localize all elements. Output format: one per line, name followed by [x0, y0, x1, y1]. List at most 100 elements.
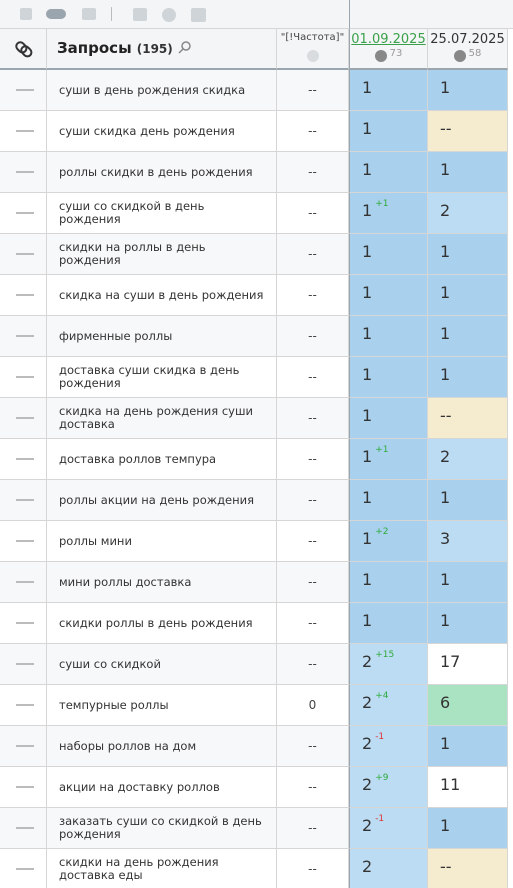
position-cell[interactable]: 1 — [428, 357, 508, 398]
position: 1 — [440, 570, 451, 589]
link-icon[interactable] — [0, 29, 47, 68]
row-handle[interactable] — [0, 398, 47, 439]
row-handle[interactable] — [0, 357, 47, 398]
position: 1 — [440, 324, 451, 343]
position-cell[interactable]: 1 — [428, 603, 508, 644]
position-cell[interactable]: 1 — [349, 562, 428, 603]
date[interactable]: 01.09.2025 — [351, 32, 426, 47]
query-header[interactable]: Запросы (195) — [47, 29, 277, 70]
position-cell[interactable]: 1 +2 — [349, 521, 428, 562]
position-cell[interactable]: 1 — [349, 480, 428, 521]
table-icon[interactable] — [133, 8, 147, 21]
query: доставка роллов темпура — [47, 439, 277, 480]
position-cell[interactable]: 1 +1 — [349, 439, 428, 480]
position-cell[interactable]: 1 — [349, 603, 428, 644]
row-handle[interactable] — [0, 439, 47, 480]
frequency: -- — [277, 357, 349, 398]
position-cell[interactable]: 1 — [428, 275, 508, 316]
sort-icon[interactable] — [20, 8, 32, 20]
position: 1 — [362, 611, 373, 630]
row-handle[interactable] — [0, 767, 47, 808]
position-cell[interactable]: -- — [428, 849, 508, 888]
row-handle[interactable] — [0, 316, 47, 357]
dash-icon — [16, 827, 34, 829]
dash-icon — [16, 704, 34, 706]
query: суши со скидкой — [47, 644, 277, 685]
link-icon[interactable] — [82, 8, 96, 20]
position-cell[interactable]: 17 — [428, 644, 508, 685]
score-row: 73 — [350, 48, 427, 62]
position-cell[interactable]: -- — [428, 111, 508, 152]
position-cell[interactable]: 2 +4 — [349, 685, 428, 726]
position: 1 — [362, 78, 373, 97]
position-cell[interactable]: 1 — [428, 152, 508, 193]
position-cell[interactable]: 6 — [428, 685, 508, 726]
query: роллы акции на день рождения — [47, 480, 277, 521]
position-cell[interactable]: 2 -1 — [349, 808, 428, 849]
row-handle[interactable] — [0, 849, 47, 888]
position-cell[interactable]: 2 +15 — [349, 644, 428, 685]
position: 2 — [362, 816, 373, 835]
query: роллы скидки в день рождения — [47, 152, 277, 193]
frequency: -- — [277, 644, 349, 685]
row-handle[interactable] — [0, 275, 47, 316]
position-cell[interactable]: 1 — [428, 562, 508, 603]
position: 1 — [362, 570, 373, 589]
dash-icon — [16, 253, 34, 255]
text-icon[interactable] — [191, 8, 206, 22]
position-cell[interactable]: 2 -1 — [349, 726, 428, 767]
position-cell[interactable]: 1 — [349, 234, 428, 275]
position-cell[interactable]: 3 — [428, 521, 508, 562]
position-cell[interactable]: 1 — [349, 275, 428, 316]
position-cell[interactable]: 1 — [428, 70, 508, 111]
row-handle[interactable] — [0, 562, 47, 603]
position-cell[interactable]: 1 — [428, 808, 508, 849]
position: 2 — [362, 857, 373, 876]
position: 1 — [440, 78, 451, 97]
position-cell[interactable]: 2 — [349, 849, 428, 888]
row-handle[interactable] — [0, 521, 47, 562]
row-handle[interactable] — [0, 111, 47, 152]
position-cell[interactable]: 11 — [428, 767, 508, 808]
position-cell[interactable]: 1 — [428, 480, 508, 521]
position-change: +4 — [375, 691, 389, 701]
query: роллы мини — [47, 521, 277, 562]
row-handle[interactable] — [0, 234, 47, 275]
dash-icon — [16, 868, 34, 870]
position-cell[interactable]: 1 — [349, 316, 428, 357]
search-icon[interactable] — [178, 40, 192, 54]
score-row: 58 — [428, 48, 507, 62]
row-handle[interactable] — [0, 70, 47, 111]
position-cell[interactable]: 2 — [428, 193, 508, 234]
row-handle[interactable] — [0, 480, 47, 521]
date-header[interactable]: 01.09.2025 73 — [349, 29, 428, 70]
row-handle[interactable] — [0, 193, 47, 234]
position-cell[interactable]: 1 — [349, 152, 428, 193]
position-cell[interactable]: 1 — [428, 316, 508, 357]
position-cell[interactable]: 1 — [349, 357, 428, 398]
row-handle[interactable] — [0, 726, 47, 767]
query: скидка на день рождения суши доставка — [47, 398, 277, 439]
position-cell[interactable]: 1 — [428, 234, 508, 275]
date-header[interactable]: 25.07.2025 58 — [428, 29, 508, 70]
position-cell[interactable]: 1 — [428, 726, 508, 767]
position-cell[interactable]: 2 — [428, 439, 508, 480]
row-handle[interactable] — [0, 685, 47, 726]
frequency-header[interactable]: "[!Частота]" — [277, 29, 349, 70]
row-handle[interactable] — [0, 808, 47, 849]
row-handle[interactable] — [0, 644, 47, 685]
position-cell[interactable]: 1 +1 — [349, 193, 428, 234]
position-cell[interactable]: -- — [428, 398, 508, 439]
dash-icon — [16, 130, 34, 132]
position-cell[interactable]: 2 +9 — [349, 767, 428, 808]
frequency: -- — [277, 193, 349, 234]
row-handle[interactable] — [0, 152, 47, 193]
position-cell[interactable]: 1 — [349, 398, 428, 439]
toolbar — [0, 0, 349, 29]
toggle-icon[interactable] — [46, 9, 66, 19]
position-cell[interactable]: 1 — [349, 111, 428, 152]
contrast-icon[interactable] — [162, 8, 176, 22]
position-cell[interactable]: 1 — [349, 70, 428, 111]
row-handle[interactable] — [0, 603, 47, 644]
